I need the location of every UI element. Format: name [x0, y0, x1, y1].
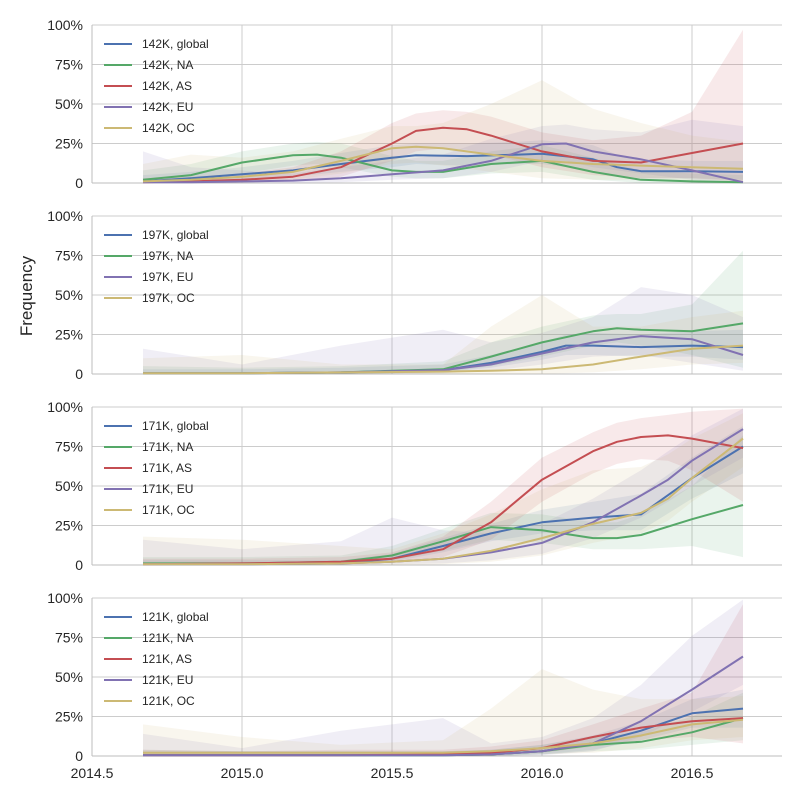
- band-OC: [143, 295, 743, 374]
- legend-label: 121K, AS: [142, 652, 192, 666]
- x-tick-label: 2015.5: [371, 765, 414, 781]
- y-tick-label: 0: [75, 748, 83, 764]
- y-tick-label: 25%: [55, 518, 83, 534]
- y-tick-label: 0: [75, 366, 83, 382]
- y-tick-label: 0: [75, 175, 83, 191]
- x-tick-label: 2014.5: [71, 765, 114, 781]
- x-tick-label: 2016.5: [671, 765, 714, 781]
- y-tick-label: 75%: [55, 57, 83, 73]
- legend-label: 171K, OC: [142, 503, 195, 517]
- y-tick-label: 0: [75, 557, 83, 573]
- y-tick-label: 100%: [47, 17, 83, 33]
- legend: 142K, global 142K, NA 142K, AS 142K, EU 142K…: [104, 37, 209, 135]
- legend-label: 121K, EU: [142, 673, 193, 687]
- band-EU: [143, 287, 743, 374]
- y-tick-label: 100%: [47, 399, 83, 415]
- y-tick-label: 25%: [55, 327, 83, 343]
- y-tick-label: 50%: [55, 96, 83, 112]
- series-line-AS: [142, 434, 744, 566]
- legend-label: 171K, NA: [142, 440, 193, 454]
- band-AS: [143, 29, 743, 184]
- band-OC: [143, 669, 743, 756]
- series-line-AS: [142, 126, 744, 184]
- band-global: [143, 689, 743, 756]
- legend-label: 142K, EU: [142, 100, 193, 114]
- series-line-global: [142, 152, 744, 183]
- legend: 121K, global 121K, NA 121K, AS 121K, EU 121K…: [104, 610, 209, 708]
- band-AS: [143, 408, 743, 565]
- series-line-OC: [142, 145, 744, 183]
- y-tick-label: 25%: [55, 709, 83, 725]
- y-tick-label: 75%: [55, 439, 83, 455]
- legend-label: 197K, EU: [142, 270, 193, 284]
- legend-label: 197K, global: [142, 228, 209, 242]
- y-tick-label: 50%: [55, 478, 83, 494]
- legend-label: 197K, NA: [142, 249, 193, 263]
- legend: 197K, global 197K, NA 197K, EU 197K, OC: [104, 228, 209, 305]
- legend-label: 197K, OC: [142, 291, 195, 305]
- series-line-OC: [143, 718, 744, 754]
- legend-label: 171K, global: [142, 419, 209, 433]
- legend-label: 142K, AS: [142, 79, 192, 93]
- legend-label: 121K, NA: [142, 631, 193, 645]
- legend-label: 171K, EU: [142, 482, 193, 496]
- y-tick-label: 75%: [55, 248, 83, 264]
- band-OC: [143, 413, 743, 565]
- y-tick-label: 50%: [55, 287, 83, 303]
- legend: 171K, global 171K, NA 171K, AS 171K, EU 171K…: [104, 419, 209, 517]
- band-OC: [143, 80, 743, 183]
- panel-4: 0 25% 50% 75% 100% 2014.5 2015.0 2015.5 2016.0 20…: [47, 590, 782, 781]
- x-tick-label: 2016.0: [521, 765, 564, 781]
- legend-label: 142K, OC: [142, 121, 195, 135]
- x-tick-label: 2015.0: [221, 765, 264, 781]
- legend-label: 142K, global: [142, 37, 209, 51]
- y-axis-label: Frequency: [17, 255, 36, 336]
- y-tick-label: 75%: [55, 630, 83, 646]
- series-line-OC: [143, 344, 744, 375]
- legend-label: 171K, AS: [142, 461, 192, 475]
- band-EU: [143, 119, 743, 183]
- band-EU: [143, 599, 743, 756]
- band-EU: [143, 408, 743, 565]
- legend-label: 142K, NA: [142, 58, 193, 72]
- band-NA: [143, 692, 743, 756]
- legend-label: 121K, OC: [142, 694, 195, 708]
- y-tick-label: 100%: [47, 590, 83, 606]
- band-NA: [143, 435, 743, 565]
- band-global: [143, 329, 743, 374]
- series-line-EU: [143, 142, 744, 184]
- series-line-OC: [143, 437, 744, 566]
- y-tick-label: 50%: [55, 669, 83, 685]
- legend-label: 121K, global: [142, 610, 209, 624]
- y-tick-label: 100%: [47, 208, 83, 224]
- y-tick-label: 25%: [55, 136, 83, 152]
- series-line-EU: [143, 655, 744, 757]
